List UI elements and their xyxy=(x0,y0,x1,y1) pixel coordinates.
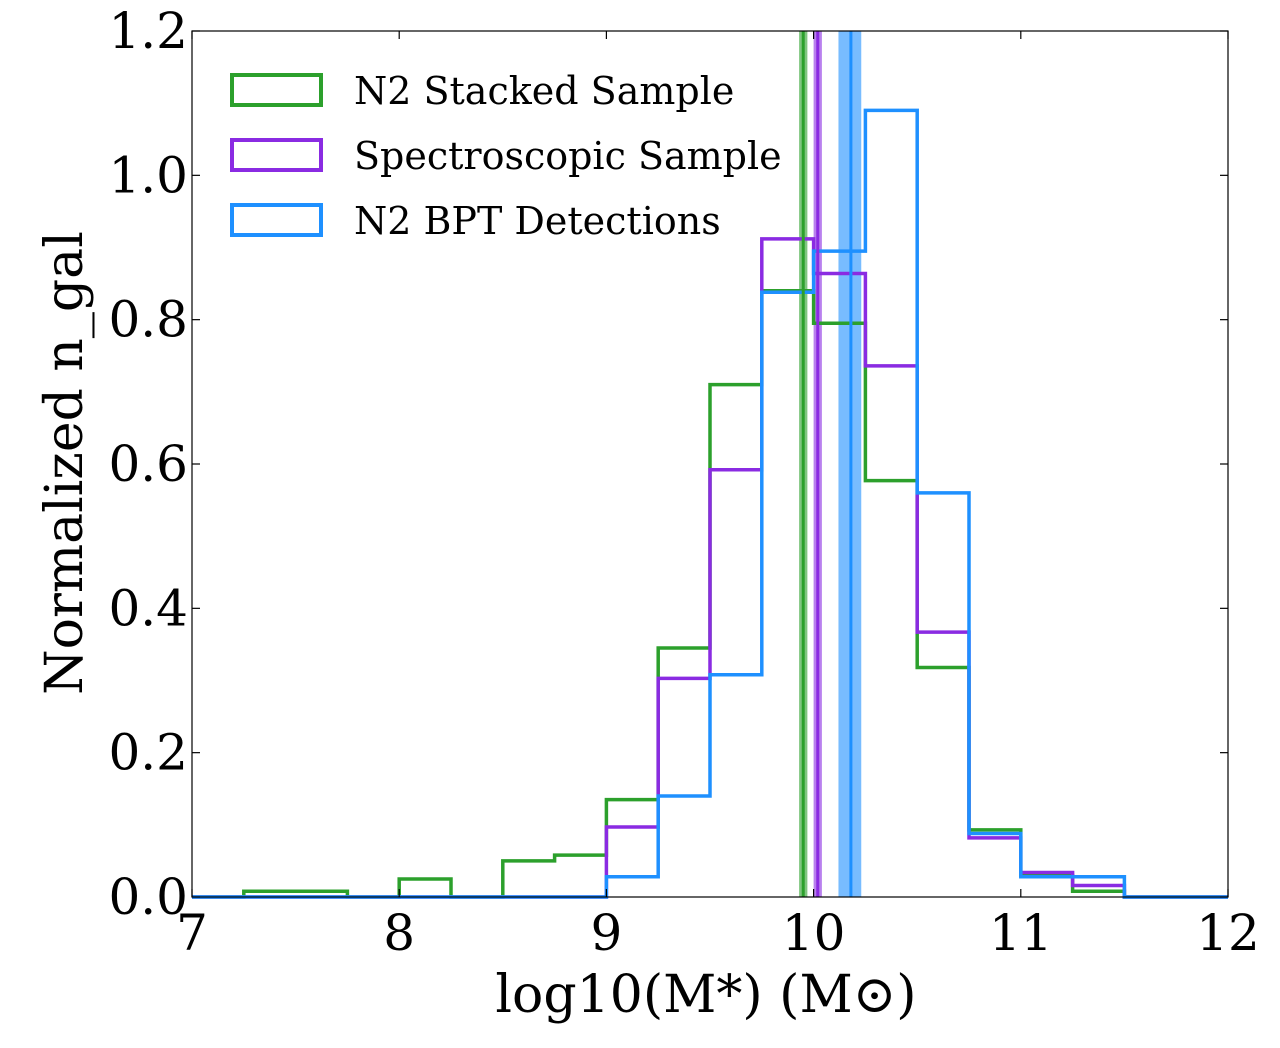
x-tick-label: 11 xyxy=(989,904,1053,962)
x-tick-label: 9 xyxy=(590,904,622,962)
histogram-series-1 xyxy=(192,237,1228,899)
y-tick-label: 0.6 xyxy=(108,435,188,493)
y-tick-label: 0.8 xyxy=(108,291,188,349)
legend-label-1: Spectroscopic Sample xyxy=(354,134,782,178)
legend-swatch-2 xyxy=(230,203,323,237)
x-tick-label: 7 xyxy=(176,904,208,962)
legend-label-0: N2 Stacked Sample xyxy=(354,69,734,113)
legend: N2 Stacked Sample Spectroscopic Sample N2 … xyxy=(230,69,782,243)
x-tick-label: 8 xyxy=(383,904,415,962)
y-tick-label: 0.0 xyxy=(108,868,188,926)
x-tick-label: 12 xyxy=(1196,904,1260,962)
y-tick-label: 0.2 xyxy=(108,724,188,782)
y-axis-title: Normalized n_gal xyxy=(35,231,95,695)
y-tick-label: 0.4 xyxy=(108,579,188,637)
x-tick-label: 10 xyxy=(782,904,846,962)
legend-swatch-1 xyxy=(230,138,323,172)
median-lines-layer xyxy=(801,31,853,897)
legend-swatch-0 xyxy=(230,73,323,107)
x-axis-title: log10(M*) (M⊙) xyxy=(495,965,916,1025)
axis-ticks-layer: 7 8 9 10 11 12 0.0 0.2 0.4 0.6 0.8 1.0 1.2 xyxy=(108,2,1259,962)
legend-label-2: N2 BPT Detections xyxy=(354,199,721,243)
y-tick-label: 1.2 xyxy=(108,2,188,60)
y-tick-label: 1.0 xyxy=(108,146,188,204)
